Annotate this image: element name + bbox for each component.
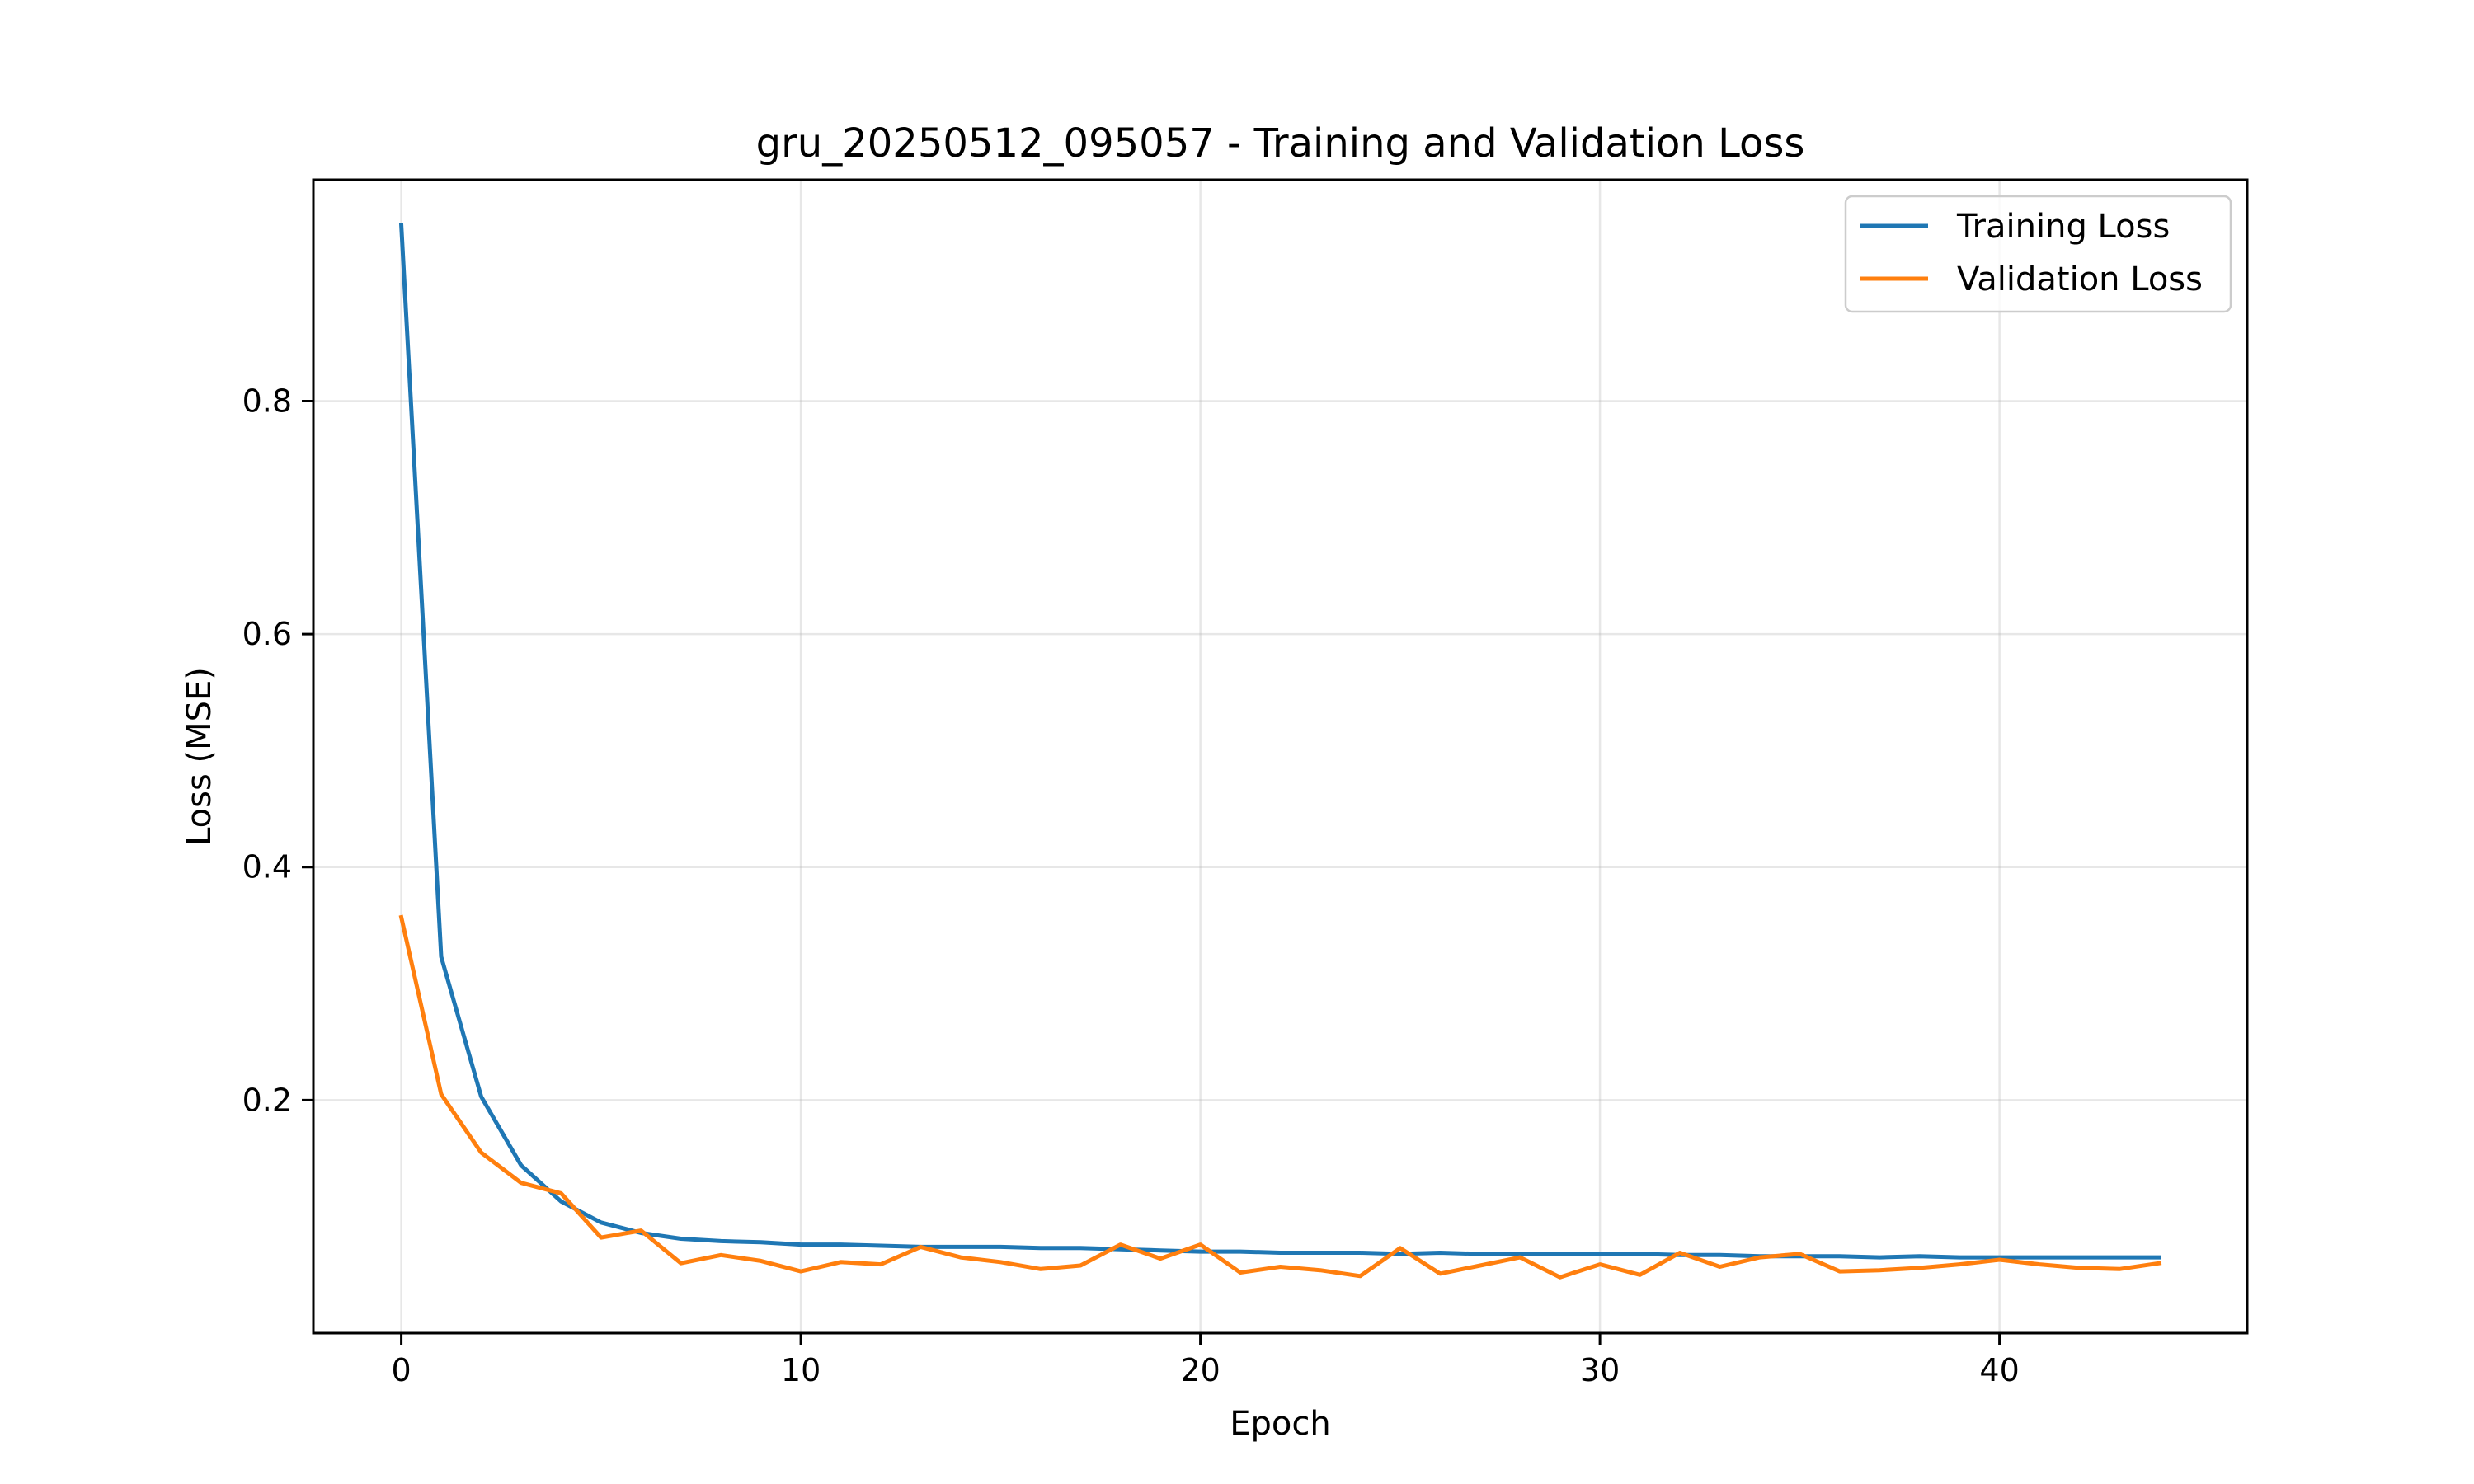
series-lines [398, 223, 2162, 1280]
x-tick-label: 10 [781, 1352, 821, 1388]
x-tick-label: 40 [1979, 1352, 2019, 1388]
axis-ticks: 0 10 20 30 40 0.2 0.4 0.6 0.8 [242, 383, 2020, 1388]
series-line-validation-loss [398, 914, 2162, 1280]
y-axis-label: Loss (MSE) [181, 667, 219, 846]
x-tick-label: 0 [391, 1352, 411, 1388]
legend-label-validation-loss: Validation Loss [1957, 261, 2203, 298]
y-tick-label: 0.6 [242, 616, 292, 652]
y-tick-label: 0.2 [242, 1082, 292, 1118]
y-tick-label: 0.4 [242, 849, 292, 885]
chart-title: gru_20250512_095057 - Training and Valid… [756, 120, 1805, 167]
x-tick-label: 20 [1180, 1352, 1220, 1388]
series-line-training-loss [398, 223, 2161, 1260]
legend-label-training-loss: Training Loss [1956, 208, 2170, 246]
x-axis-label: Epoch [1230, 1405, 1330, 1443]
legend-box [1844, 195, 2232, 313]
grid-lines [313, 180, 2247, 1333]
legend: Training Loss Validation Loss [1844, 195, 2232, 313]
axes-frame [312, 178, 2249, 1335]
x-tick-label: 30 [1580, 1352, 1620, 1388]
y-tick-label: 0.8 [242, 383, 292, 419]
